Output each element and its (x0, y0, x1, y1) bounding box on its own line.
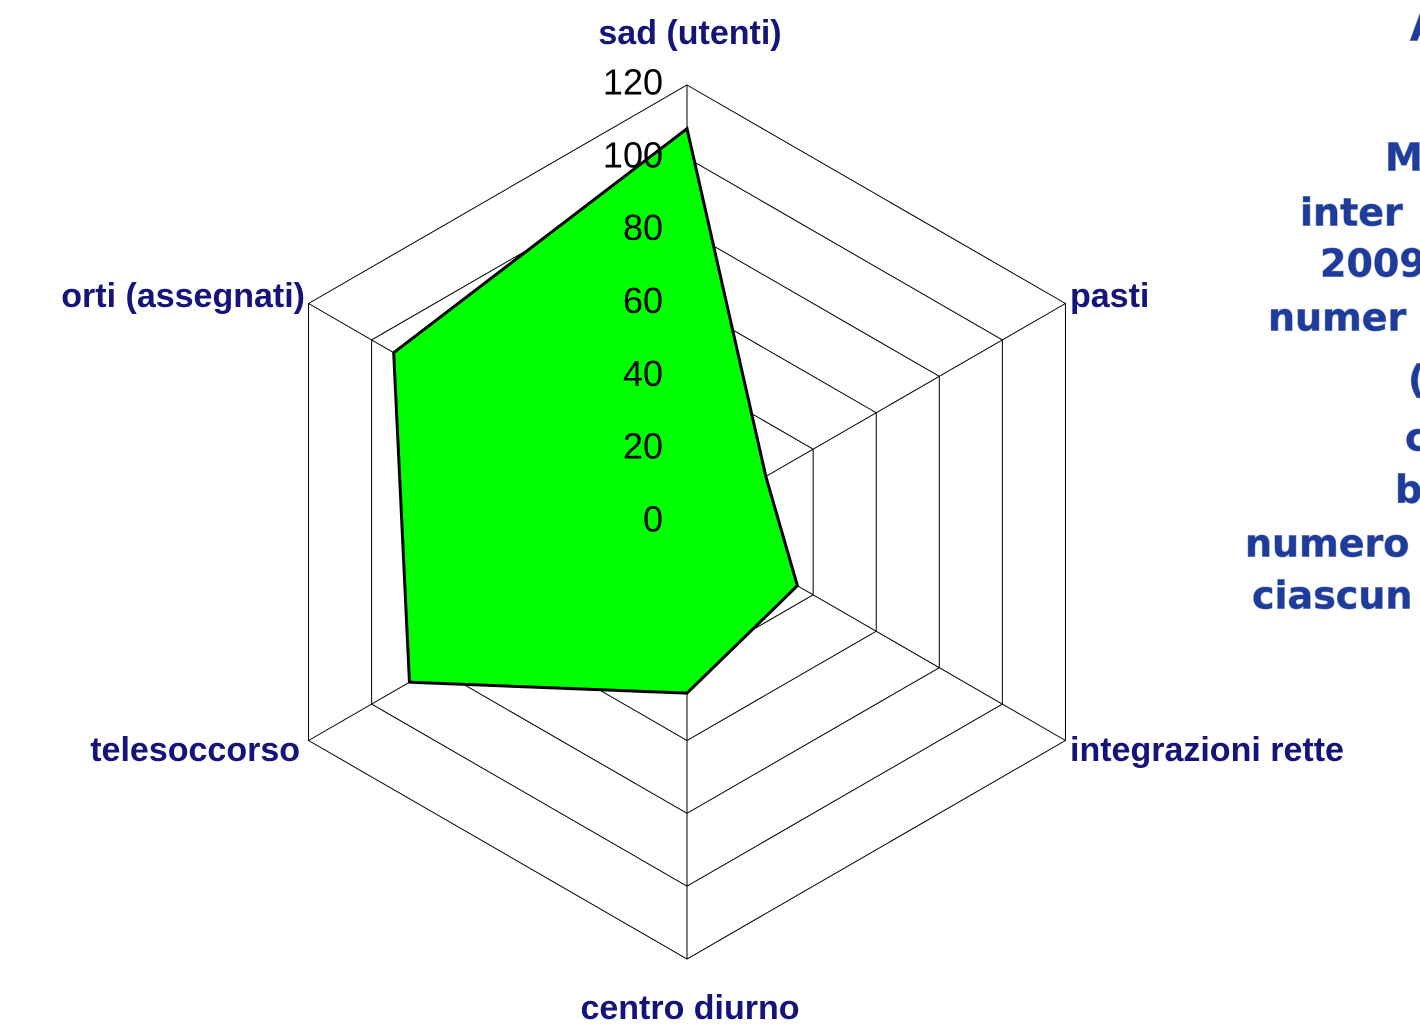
y-tick-label: 20 (623, 426, 663, 467)
category-label: centro diurno (580, 989, 799, 1027)
side-text: ciascun (1252, 574, 1412, 618)
category-label: pasti (1070, 277, 1149, 315)
category-label: sad (utenti) (598, 14, 781, 52)
data-area (392, 126, 800, 695)
category-label: orti (assegnati) (61, 277, 305, 315)
y-tick-label: 60 (623, 280, 663, 321)
y-tick-label: 100 (603, 134, 663, 175)
category-label: telesoccorso (90, 731, 300, 769)
side-text: 2009 (1320, 242, 1420, 286)
y-tick-label: 0 (643, 499, 663, 540)
y-tick-label: 80 (623, 207, 663, 248)
side-text: c (1405, 416, 1420, 460)
side-text: inter (1300, 191, 1403, 235)
side-text: b (1395, 468, 1420, 512)
side-text: numero (1245, 522, 1409, 566)
side-text: M (1385, 136, 1420, 180)
side-text: A (1410, 6, 1420, 50)
y-tick-label: 40 (623, 353, 663, 394)
side-text: ( (1408, 358, 1420, 402)
y-tick-label: 120 (603, 62, 663, 103)
category-label: integrazioni rette (1070, 731, 1344, 769)
side-text: numer (1268, 296, 1406, 340)
